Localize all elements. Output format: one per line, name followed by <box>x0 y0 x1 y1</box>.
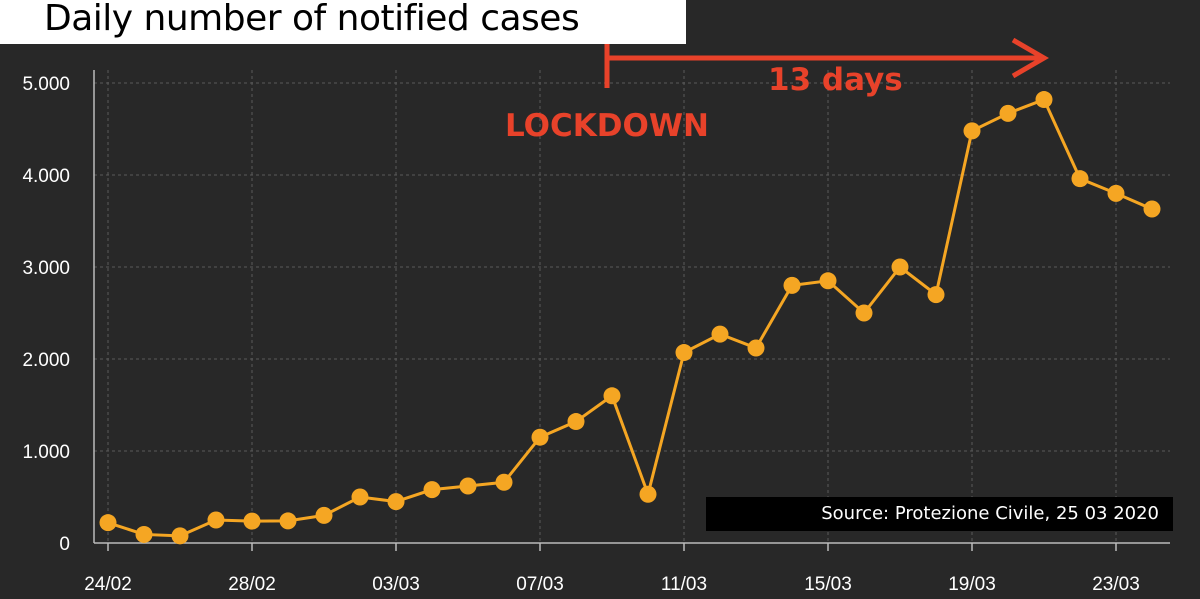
data-point <box>999 104 1017 122</box>
data-point <box>207 511 225 529</box>
y-tick-label: 3.000 <box>22 258 70 279</box>
series-line <box>107 97 1153 538</box>
series-group <box>99 91 1161 545</box>
x-tick-label: 23/03 <box>1092 574 1140 595</box>
data-point <box>747 339 765 357</box>
source-box: Source: Protezione Civile, 25 03 2020 <box>706 497 1173 531</box>
data-point <box>855 304 873 322</box>
data-point <box>567 413 585 431</box>
data-point <box>891 258 909 276</box>
x-tick-label: 24/02 <box>84 574 132 595</box>
data-point <box>1107 184 1125 202</box>
chart-grid <box>94 70 1170 543</box>
chart-axes <box>93 70 1170 551</box>
arrow-days-label: 13 days <box>768 62 903 98</box>
data-point <box>1035 91 1053 109</box>
data-point <box>315 506 333 524</box>
x-tick-label: 15/03 <box>804 574 852 595</box>
x-axis-labels: 24/02 28/02 03/03 07/03 11/03 15/03 19/03 23/03 <box>84 574 1140 595</box>
data-point <box>783 276 801 294</box>
data-point <box>819 272 837 290</box>
data-point <box>711 325 729 343</box>
data-point <box>243 512 261 530</box>
data-point <box>171 527 189 545</box>
y-tick-label: 5.000 <box>22 74 70 95</box>
x-tick-label: 11/03 <box>661 574 707 595</box>
data-point <box>279 512 297 530</box>
data-point <box>1143 200 1161 218</box>
title-box: Daily number of notified cases <box>0 0 686 44</box>
y-tick-label: 0 <box>59 534 70 555</box>
data-point <box>135 525 153 543</box>
data-point <box>927 286 945 304</box>
x-tick-label: 19/03 <box>948 574 996 595</box>
data-point <box>351 488 369 506</box>
y-tick-label: 4.000 <box>22 166 70 187</box>
source-note: Source: Protezione Civile, 25 03 2020 <box>821 503 1159 524</box>
data-point <box>495 473 513 491</box>
data-point <box>963 122 981 140</box>
data-point <box>531 428 549 446</box>
data-point <box>639 485 657 503</box>
x-tick-label: 28/02 <box>228 574 276 595</box>
data-point <box>675 344 693 362</box>
data-point <box>459 477 477 495</box>
x-tick-label: 03/03 <box>372 574 420 595</box>
data-point <box>387 493 405 511</box>
arrow-head <box>1011 37 1049 79</box>
lockdown-label: LOCKDOWN <box>505 108 709 144</box>
y-tick-label: 1.000 <box>22 442 70 463</box>
chart-title: Daily number of notified cases <box>44 0 580 39</box>
data-point <box>603 387 621 405</box>
y-axis-labels: 0 1.000 2.000 3.000 4.000 5.000 <box>22 74 70 555</box>
data-point <box>99 514 117 532</box>
data-point <box>423 481 441 499</box>
x-tick-label: 07/03 <box>516 574 564 595</box>
data-point <box>1071 170 1089 188</box>
y-tick-label: 2.000 <box>22 350 70 371</box>
